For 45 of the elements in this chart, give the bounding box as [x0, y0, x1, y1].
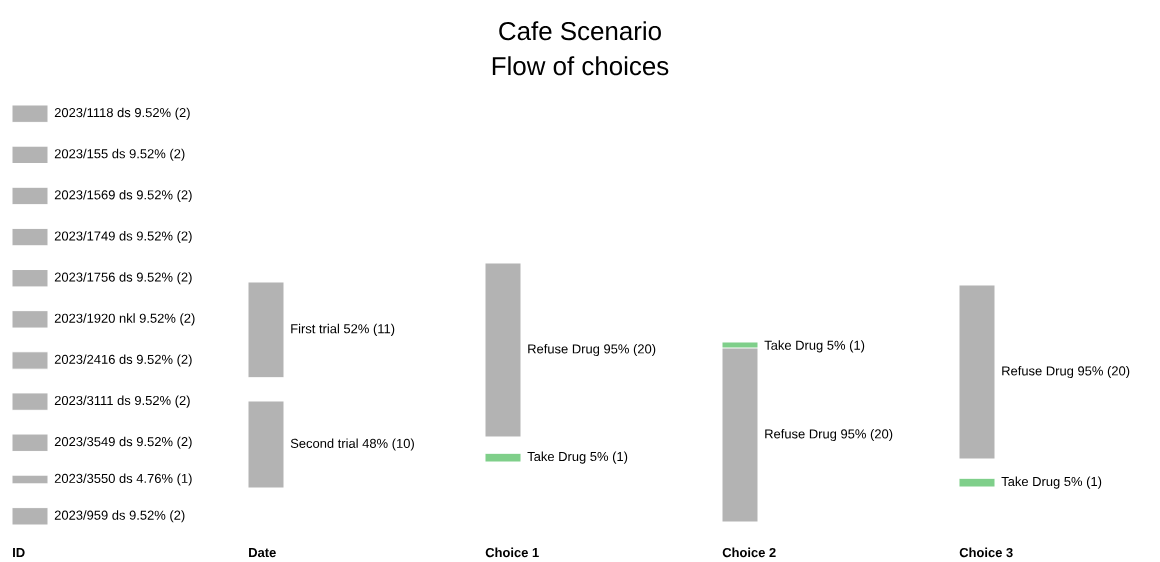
data-label: (10) [392, 438, 414, 451]
text: Cafe Scenario [499, 21, 661, 41]
text: Flow of choices [492, 56, 669, 76]
category-label: 2023/1118 ds 9.52% [54, 107, 171, 118]
data-label: (2) [175, 107, 190, 120]
data-label: (2) [170, 510, 185, 523]
text: ID [13, 548, 25, 557]
data-label: (1) [849, 340, 865, 353]
category-label: 2023/1756 ds 9.52% [54, 272, 173, 282]
category-label: 2023/155 ds 9.52% [54, 148, 166, 159]
data-label: (1) [612, 451, 628, 464]
category-label: Take Drug 5% [764, 340, 846, 353]
data-label: (2) [177, 354, 192, 367]
category-label: 2023/959 ds 9.52% [54, 510, 166, 520]
data-label: (2) [177, 436, 192, 449]
text: Choice 2 [722, 547, 776, 558]
text: Date [249, 548, 276, 558]
category-label: First trial 52% [291, 323, 369, 334]
text: Choice 1 [485, 547, 539, 558]
data-label: (2) [177, 272, 192, 285]
data-label: (2) [170, 148, 185, 161]
category-label: 2023/2416 ds 9.52% [54, 354, 173, 364]
data-label: (2) [177, 189, 192, 202]
category-label: 2023/3549 ds 9.52% [54, 436, 173, 447]
category-label: Second trial 48% [290, 438, 388, 448]
text: Choice 3 [959, 547, 1013, 558]
category-label: 2023/1920 nkl 9.52% [54, 313, 176, 323]
category-label: Take Drug 5% [1001, 476, 1083, 489]
category-label: 2023/1749 ds 9.52% [54, 231, 173, 241]
category-label: Refuse Drug 95% [1002, 365, 1103, 379]
data-label: (20) [633, 343, 656, 357]
category-label: 2023/3111 ds 9.52% [54, 395, 171, 406]
category-label: 2023/3550 ds 4.76% [54, 473, 173, 483]
data-label: (2) [175, 395, 190, 408]
data-label: (20) [870, 428, 893, 442]
data-label: (2) [180, 313, 195, 326]
category-label: Take Drug 5% [527, 451, 609, 464]
category-label: Refuse Drug 95% [765, 428, 866, 442]
category-label: Refuse Drug 95% [528, 343, 629, 357]
data-label: (1) [177, 473, 192, 486]
data-label: (2) [177, 231, 192, 244]
data-label: (20) [1107, 365, 1130, 379]
data-label: (11) [373, 323, 395, 336]
category-label: 2023/1569 ds 9.52% [54, 189, 173, 200]
data-label: (1) [1086, 476, 1102, 489]
